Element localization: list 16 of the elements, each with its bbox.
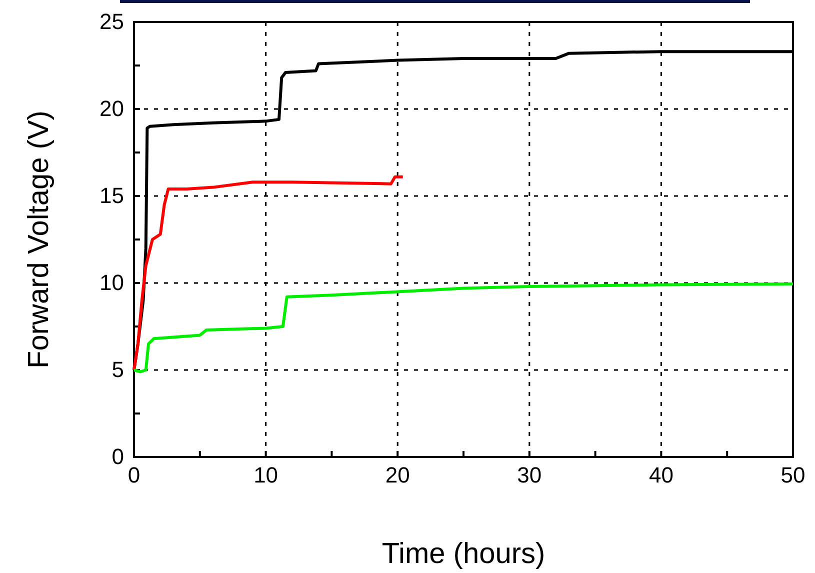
x-tick-label: 50 xyxy=(780,462,806,488)
x-axis-title: Time (hours) xyxy=(382,538,546,570)
y-axis-title: Forward Voltage (V) xyxy=(23,110,55,368)
y-tick-label: 0 xyxy=(112,444,124,470)
line-series xyxy=(132,282,794,374)
y-tick-label: 10 xyxy=(100,270,124,296)
y-tick-label: 20 xyxy=(100,96,124,122)
x-tick-label: 0 xyxy=(128,462,140,488)
x-tick-label: 10 xyxy=(254,462,278,488)
x-tick-label: 30 xyxy=(517,462,542,488)
y-tick-label: 25 xyxy=(100,9,124,34)
y-tick-label: 15 xyxy=(100,183,124,208)
x-tick-label: 40 xyxy=(648,462,674,488)
x-tick-label: 20 xyxy=(385,462,410,488)
line-series xyxy=(132,175,404,372)
y-tick-label: 5 xyxy=(112,357,124,382)
